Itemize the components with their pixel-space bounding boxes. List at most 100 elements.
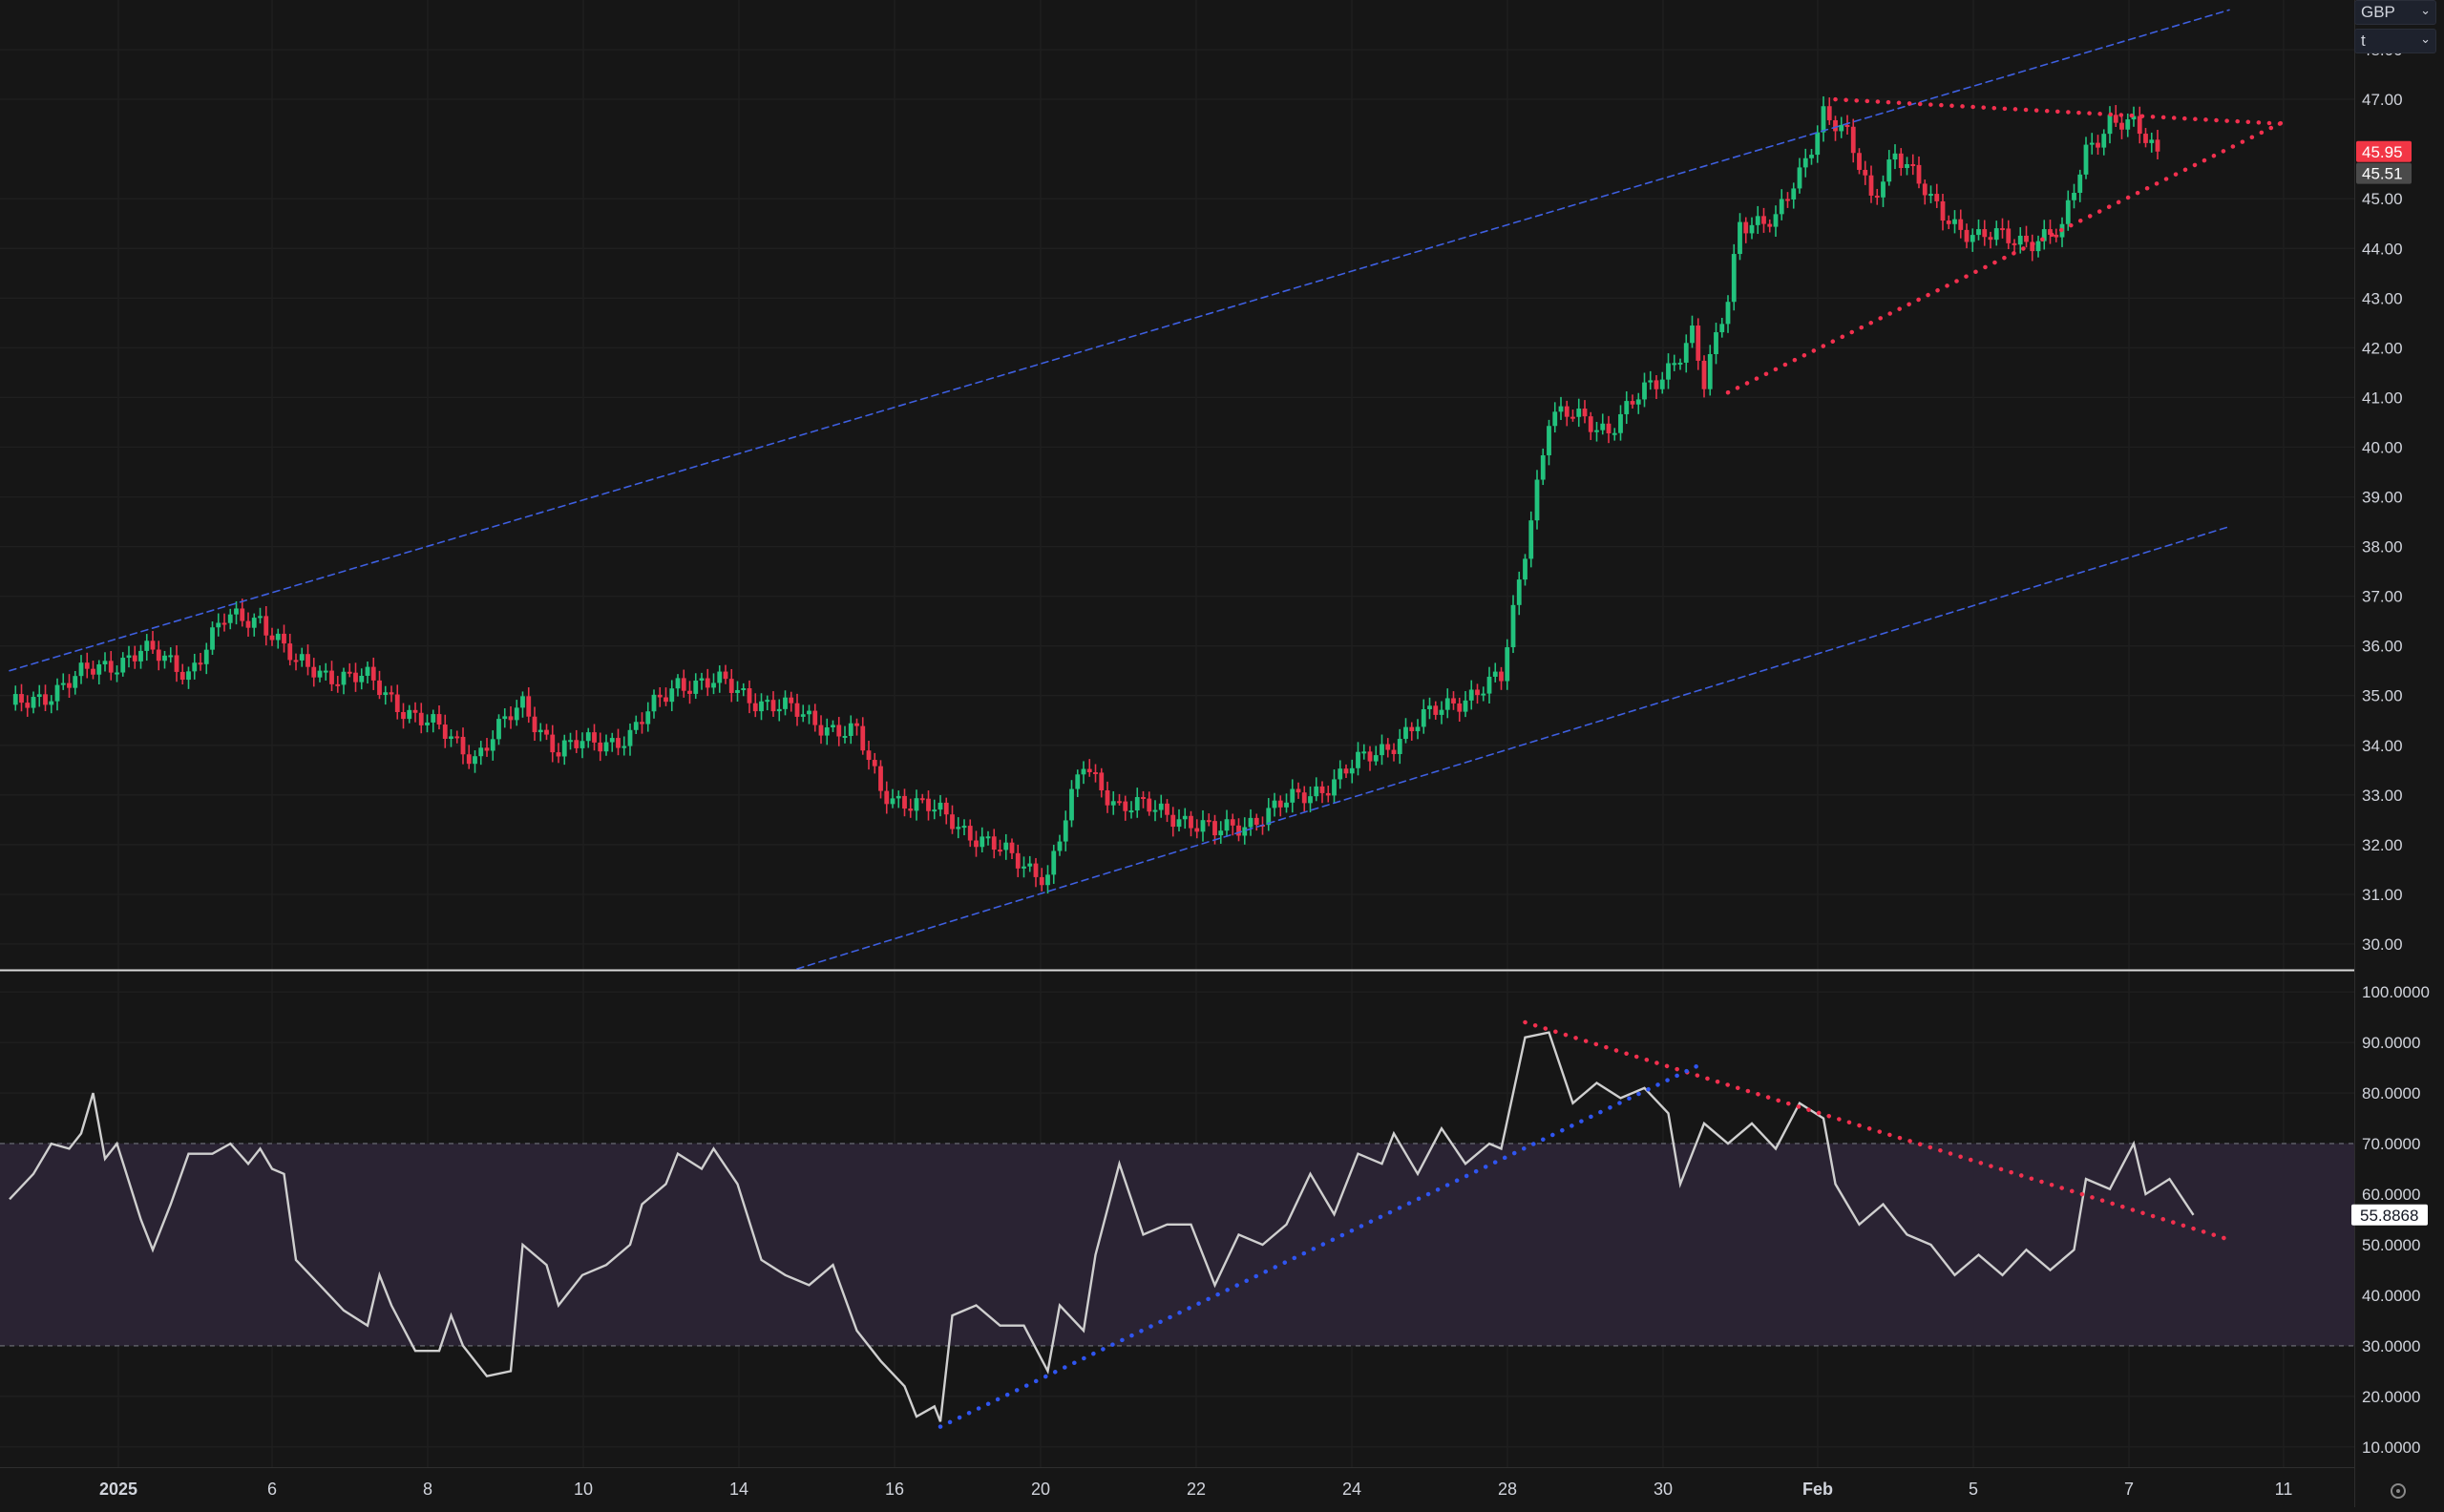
candle <box>502 716 508 720</box>
candle <box>824 727 830 736</box>
candle <box>1701 360 1707 389</box>
candle <box>1451 698 1456 704</box>
price-tick-label: 36.00 <box>2362 638 2403 656</box>
candle <box>1707 354 1713 389</box>
candle <box>1976 229 1981 236</box>
candle <box>1015 852 1021 869</box>
candle <box>938 802 943 810</box>
price-tick-label: 42.00 <box>2362 339 2403 357</box>
candle <box>2000 228 2005 231</box>
candle <box>1403 726 1408 740</box>
candle <box>532 716 537 733</box>
candle <box>1738 221 1742 255</box>
candle <box>1356 751 1360 768</box>
candle <box>1922 183 1928 196</box>
candle <box>2089 142 2095 145</box>
candle <box>19 694 24 704</box>
rsi-tick-label: 100.0000 <box>2362 983 2430 1001</box>
candle <box>216 622 221 628</box>
candle <box>765 700 770 703</box>
candle <box>1308 796 1313 804</box>
candle <box>263 616 269 636</box>
rsi-tick-label: 70.0000 <box>2362 1135 2420 1153</box>
candle <box>1576 409 1582 417</box>
candle <box>234 608 239 615</box>
candle <box>1547 426 1551 455</box>
candle <box>699 678 705 681</box>
candle <box>2096 142 2100 148</box>
candle <box>442 724 448 739</box>
channel-lower-line <box>796 525 2230 970</box>
candle <box>293 660 299 662</box>
candle <box>168 655 174 658</box>
candle <box>407 709 412 720</box>
candle <box>2107 115 2113 135</box>
candle <box>84 662 90 669</box>
candle <box>353 672 358 682</box>
candle <box>162 655 167 662</box>
candle <box>1696 326 1701 361</box>
candle <box>1928 194 1933 197</box>
price-tick-label: 33.00 <box>2362 787 2403 805</box>
candle <box>598 742 603 752</box>
candle <box>1027 863 1033 867</box>
candle <box>579 741 585 748</box>
candle <box>2119 122 2124 130</box>
candle <box>1642 382 1647 400</box>
candle <box>1415 726 1421 732</box>
candle <box>956 827 961 830</box>
gear-hub <box>2396 1489 2400 1493</box>
time-tick-label: 22 <box>1187 1480 1206 1499</box>
candle <box>866 750 872 761</box>
candle <box>926 798 931 811</box>
candle <box>1558 406 1564 412</box>
candle <box>1970 235 1975 242</box>
candle <box>418 712 424 725</box>
candle <box>812 710 818 725</box>
settings-gear-icon[interactable] <box>2391 1483 2406 1499</box>
candle <box>2072 193 2076 200</box>
candle <box>1940 200 1946 221</box>
candle <box>747 688 752 704</box>
candle <box>2149 139 2155 143</box>
candle <box>728 679 734 693</box>
candle <box>1958 219 1964 230</box>
candle <box>1158 803 1164 810</box>
candle <box>574 740 579 748</box>
candle <box>556 752 561 757</box>
currency-select[interactable]: GBP ⌄ <box>2354 0 2436 25</box>
candle <box>1600 423 1606 430</box>
candle <box>526 696 532 717</box>
candle <box>198 662 203 665</box>
candle <box>1486 676 1492 694</box>
interval-select[interactable]: t ⌄ <box>2354 29 2436 53</box>
price-tick-label: 44.00 <box>2362 240 2403 258</box>
candle <box>807 710 811 715</box>
candle <box>664 697 668 703</box>
candle <box>54 684 60 702</box>
candle <box>705 678 710 688</box>
candle <box>251 618 257 628</box>
candle <box>1672 363 1677 366</box>
candle <box>1266 808 1272 826</box>
candle <box>1505 647 1510 682</box>
rsi-layer <box>9 1031 2195 1422</box>
candle <box>1134 797 1140 811</box>
candle <box>568 740 573 743</box>
candle <box>275 633 281 640</box>
candle <box>186 671 191 681</box>
candle <box>1683 343 1689 363</box>
candle <box>1797 167 1802 189</box>
candle <box>1397 739 1402 754</box>
candle <box>1690 326 1695 344</box>
candle <box>943 802 949 815</box>
interval-select-value: t <box>2361 32 2366 50</box>
candle <box>138 650 143 662</box>
candle <box>1654 380 1659 389</box>
time-tick-label: 2025 <box>99 1480 137 1499</box>
candle <box>144 640 150 651</box>
rsi-tick-label: 80.0000 <box>2362 1084 2420 1102</box>
candle <box>490 739 495 751</box>
time-tick-label: 20 <box>1031 1480 1050 1499</box>
